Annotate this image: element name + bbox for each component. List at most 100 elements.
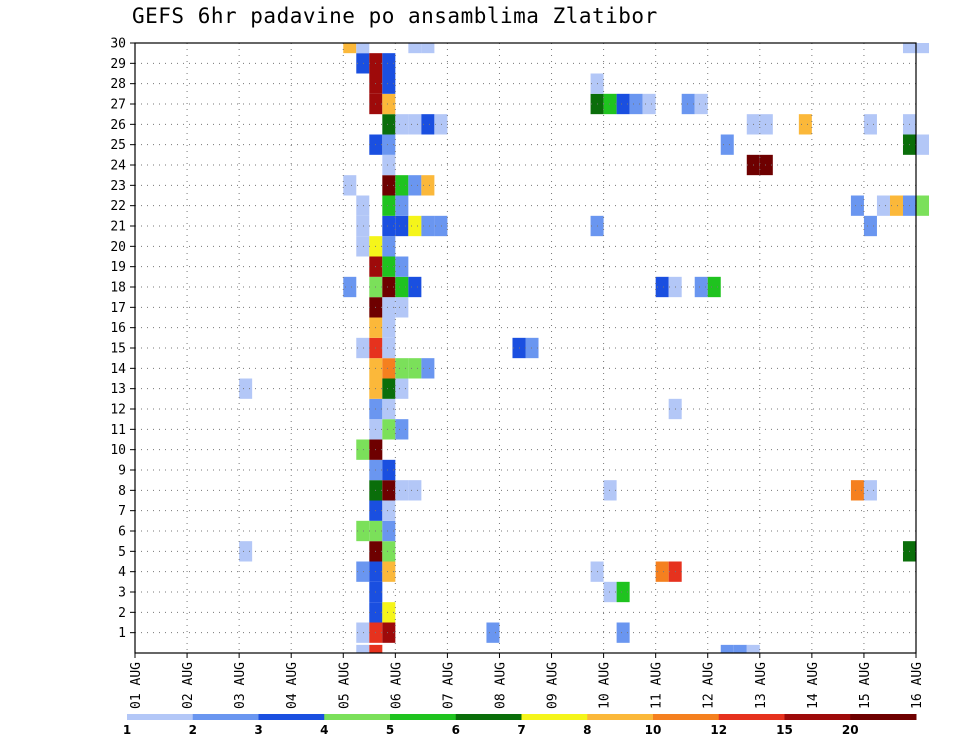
x-tick-label: 09 AUG	[546, 662, 561, 709]
y-tick-label: 13	[110, 382, 126, 397]
colorbar-label: 3	[254, 723, 262, 737]
heatmap-cell	[239, 541, 253, 562]
heatmap-cell	[382, 256, 396, 277]
heatmap-cell	[421, 114, 435, 135]
y-tick-label: 8	[118, 484, 126, 499]
heatmap-cell	[356, 337, 370, 359]
heatmap-cell	[408, 175, 422, 196]
y-tick-label: 27	[110, 98, 126, 113]
heatmap-cell	[603, 93, 617, 115]
y-tick-label: 15	[110, 342, 126, 357]
heatmap-cell	[486, 622, 500, 643]
heatmap-cell	[916, 43, 930, 54]
heatmap-cells	[239, 43, 930, 653]
colorbar-label: 12	[710, 723, 727, 737]
colorbar-label: 10	[645, 723, 662, 737]
heatmap-cell	[395, 215, 409, 237]
heatmap-cell	[356, 561, 370, 582]
y-tick-label: 5	[118, 545, 126, 560]
y-tick-label: 25	[110, 138, 126, 153]
colorbar-swatch	[455, 714, 522, 720]
heatmap-cell	[512, 337, 526, 359]
heatmap-cell	[408, 43, 422, 54]
heatmap-cell	[382, 317, 396, 338]
colorbar-label: 20	[842, 723, 859, 737]
x-tick-label: 12 AUG	[702, 662, 717, 709]
heatmap-cell	[616, 93, 630, 115]
y-tick-label: 19	[110, 260, 126, 275]
heatmap-cell	[356, 215, 370, 237]
heatmap-cell	[916, 134, 930, 155]
heatmap-cell	[356, 195, 370, 216]
heatmap-cell	[616, 581, 630, 603]
heatmap-cell	[421, 175, 435, 196]
colorbar-swatch	[324, 714, 391, 720]
y-tick-label: 14	[110, 362, 126, 377]
heatmap-cell	[343, 276, 357, 298]
heatmap-cell	[356, 53, 370, 74]
colorbar-swatch	[258, 714, 325, 720]
heatmap-cell	[369, 644, 383, 653]
y-tick-label: 6	[118, 525, 126, 540]
heatmap-cell	[382, 154, 396, 176]
grid	[135, 42, 916, 653]
colorbar-swatch	[521, 714, 588, 720]
x-tick-label: 16 AUG	[910, 662, 925, 709]
heatmap-cell	[395, 378, 409, 399]
heatmap-cell	[382, 134, 396, 155]
x-tick-label: 15 AUG	[858, 662, 873, 709]
heatmap-cell	[916, 195, 930, 216]
heatmap-cell	[356, 43, 370, 54]
y-tick-label: 17	[110, 301, 126, 316]
heatmap-cell	[356, 520, 370, 542]
y-tick-label: 12	[110, 403, 126, 418]
y-tick-label: 30	[110, 37, 126, 52]
heatmap-cell	[356, 622, 370, 643]
y-tick-label: 18	[110, 281, 126, 296]
x-tick-label: 05 AUG	[337, 662, 352, 709]
heatmap-cell	[863, 480, 877, 501]
heatmap-cell	[720, 134, 734, 155]
heatmap-cell	[850, 480, 864, 501]
y-tick-label: 28	[110, 77, 126, 92]
x-tick-label: 07 AUG	[441, 662, 456, 709]
heatmap-cell	[382, 175, 396, 196]
heatmap-cell	[720, 644, 734, 653]
heatmap-cell	[382, 561, 396, 582]
colorbar-swatch	[718, 714, 785, 720]
heatmap-cell	[746, 644, 760, 653]
y-tick-label: 26	[110, 118, 126, 133]
heatmap-cell	[863, 215, 877, 237]
colorbar-label: 5	[386, 723, 394, 737]
x-tick-label: 04 AUG	[285, 662, 300, 709]
heatmap-cell	[395, 195, 409, 216]
x-tick-label: 03 AUG	[233, 662, 248, 709]
heatmap-cell	[356, 644, 370, 653]
heatmap-cell	[382, 276, 396, 298]
x-tick-label: 02 AUG	[181, 662, 196, 709]
x-tick-label: 06 AUG	[389, 662, 404, 709]
heatmap-cell	[382, 500, 396, 521]
heatmap-cell	[395, 175, 409, 196]
heatmap-cell	[382, 480, 396, 501]
heatmap-cell	[694, 93, 708, 115]
heatmap-cell	[382, 53, 396, 74]
y-tick-label: 20	[110, 240, 126, 255]
heatmap-cell	[382, 215, 396, 237]
colorbar-label: 6	[452, 723, 460, 737]
y-tick-label: 3	[118, 586, 126, 601]
colorbar-swatch	[390, 714, 457, 720]
heatmap-cell	[421, 43, 435, 54]
x-tick-label: 08 AUG	[493, 662, 508, 709]
y-tick-label: 10	[110, 443, 126, 458]
heatmap-cell	[382, 93, 396, 115]
y-tick-label: 29	[110, 57, 126, 72]
y-tick-label: 23	[110, 179, 126, 194]
y-tick-label: 16	[110, 321, 126, 336]
heatmap-cell	[343, 43, 357, 54]
heatmap-cell	[655, 561, 669, 582]
heatmap-cell	[408, 276, 422, 298]
heatmap-cell	[239, 378, 253, 399]
heatmap-cell	[434, 114, 448, 135]
heatmap-cell	[382, 73, 396, 94]
